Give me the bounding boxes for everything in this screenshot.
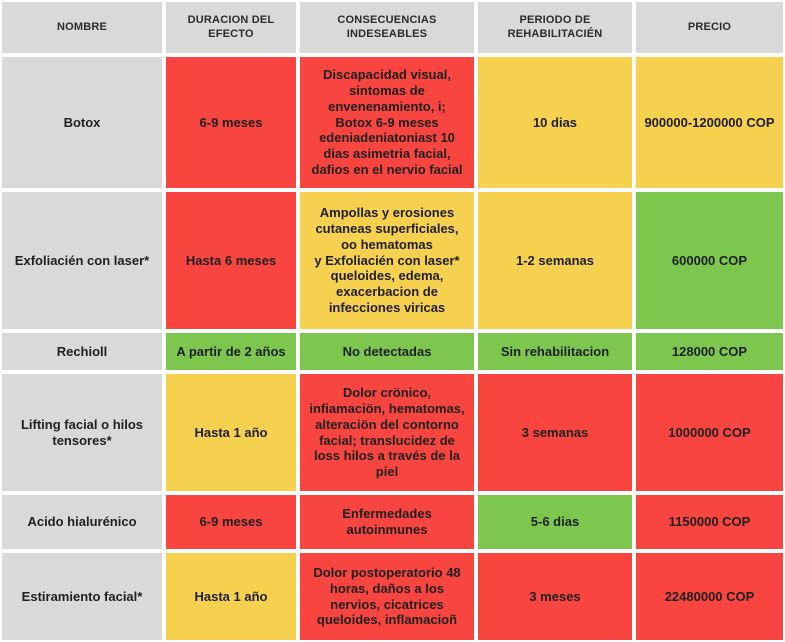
- duration-cell: 6-9 meses: [166, 57, 296, 188]
- consequences-cell: No detectadas: [300, 333, 474, 370]
- consequences-cell: Enfermedades autoinmunes: [300, 495, 474, 549]
- rehab-period-cell: 3 meses: [478, 553, 632, 640]
- header-cell-precio: PRECIO: [636, 2, 783, 53]
- rehab-period-cell: 10 dias: [478, 57, 632, 188]
- header-cell-nombre: NOMBRE: [2, 2, 162, 53]
- consequences-cell: Ampollas y erosiones cutaneas superficia…: [300, 192, 474, 329]
- consequences-cell: Discapacidad visual, sintomas de envenen…: [300, 57, 474, 188]
- price-cell: 600000 COP: [636, 192, 783, 329]
- duration-cell: Hasta 6 meses: [166, 192, 296, 329]
- duration-cell: Hasta 1 año: [166, 553, 296, 640]
- duration-cell: 6-9 meses: [166, 495, 296, 549]
- procedure-name-cell: Lifting facial o hilos tensores*: [2, 374, 162, 491]
- price-cell: 1000000 COP: [636, 374, 783, 491]
- consequences-cell: Dolor postoperatorio 48 horas, daños a l…: [300, 553, 474, 640]
- header-cell-rehabilitacion: PERIODO DE REHABILITACIÉN: [478, 2, 632, 53]
- price-cell: 1150000 COP: [636, 495, 783, 549]
- price-cell: 900000-1200000 COP: [636, 57, 783, 188]
- duration-cell: A partir de 2 años: [166, 333, 296, 370]
- rehab-period-cell: 3 semanas: [478, 374, 632, 491]
- price-cell: 128000 COP: [636, 333, 783, 370]
- price-cell: 22480000 COP: [636, 553, 783, 640]
- header-cell-consecuencias: CONSECUENCIAS INDESEABLES: [300, 2, 474, 53]
- header-cell-duracion: DURACION DEL EFECTO: [166, 2, 296, 53]
- consequences-cell: Dolor crönico, infiamaciön, hematomas, a…: [300, 374, 474, 491]
- rehab-period-cell: Sin rehabilitacion: [478, 333, 632, 370]
- rehab-period-cell: 5-6 dias: [478, 495, 632, 549]
- procedure-name-cell: Rechioll: [2, 333, 162, 370]
- rehab-period-cell: 1-2 semanas: [478, 192, 632, 329]
- procedure-name-cell: Botox: [2, 57, 162, 188]
- procedure-name-cell: Estiramiento facial*: [2, 553, 162, 640]
- procedure-name-cell: Acido hialurénico: [2, 495, 162, 549]
- procedure-name-cell: Exfoliacién con laser*: [2, 192, 162, 329]
- duration-cell: Hasta 1 año: [166, 374, 296, 491]
